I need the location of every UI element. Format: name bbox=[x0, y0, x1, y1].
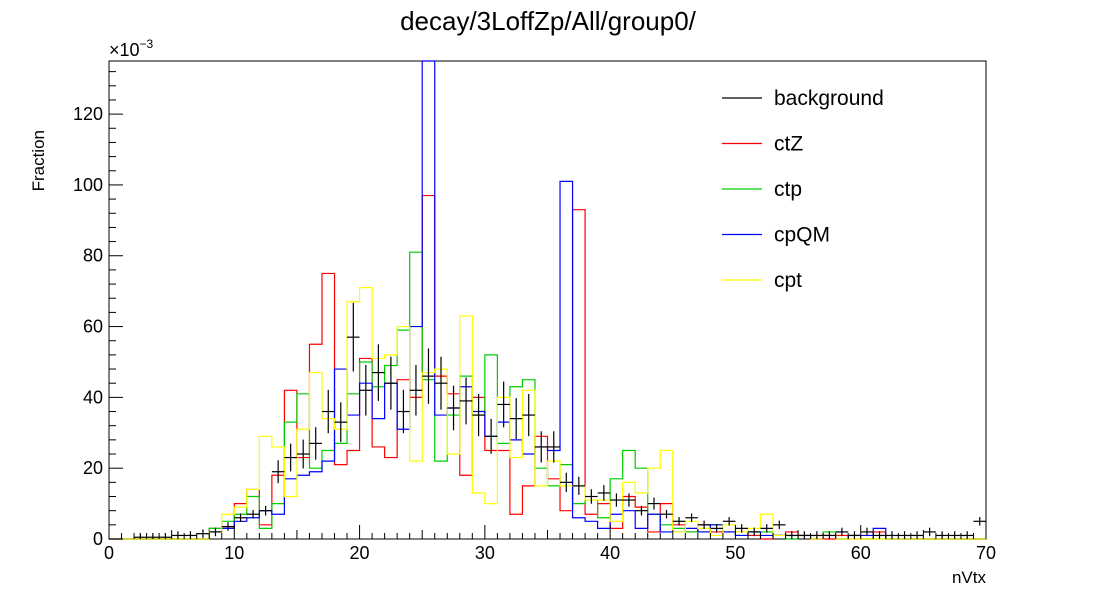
y-tick-label: 40 bbox=[83, 387, 103, 407]
x-tick-label: 70 bbox=[976, 543, 996, 563]
x-tick-label: 0 bbox=[104, 543, 114, 563]
axis-layer: 0 10 20 30 40 50 60 70 0 20 40 60 80 100 120 bbox=[73, 71, 996, 563]
legend-label: ctZ bbox=[774, 133, 803, 156]
legend-label: cpQM bbox=[774, 224, 830, 247]
x-tick-label: 60 bbox=[851, 543, 871, 563]
series-ctp-step bbox=[109, 251, 986, 540]
y-tick-label: 100 bbox=[73, 175, 103, 195]
x-tick-label: 20 bbox=[350, 543, 370, 563]
x-tick-label: 50 bbox=[725, 543, 745, 563]
legend: background ctZ ctp cpQM cpt bbox=[722, 87, 884, 292]
legend-label: cpt bbox=[774, 269, 802, 292]
y-tick-label: 120 bbox=[73, 104, 103, 124]
y-axis-label: Fraction bbox=[29, 130, 48, 191]
legend-item-ctz: ctZ bbox=[722, 133, 803, 156]
series-background-points bbox=[134, 302, 986, 539]
x-tick-label: 30 bbox=[475, 543, 495, 563]
y-tick-label: 0 bbox=[93, 529, 103, 549]
y-tick-label: 60 bbox=[83, 317, 103, 337]
legend-item-cpqm: cpQM bbox=[722, 224, 830, 247]
x-tick-label: 10 bbox=[224, 543, 244, 563]
series-layer bbox=[109, 60, 986, 540]
legend-item-cpt: cpt bbox=[722, 269, 802, 292]
legend-label: ctp bbox=[774, 178, 802, 201]
series-ctz-step bbox=[109, 194, 986, 540]
chart-title: decay/3LoffZp/All/group0/ bbox=[400, 6, 697, 36]
legend-item-ctp: ctp bbox=[722, 178, 802, 201]
y-exponent-label: ×10−3 bbox=[109, 37, 154, 60]
x-tick-label: 40 bbox=[600, 543, 620, 563]
legend-item-background: background bbox=[722, 87, 884, 110]
y-tick-label: 80 bbox=[83, 246, 103, 266]
x-axis-label: nVtx bbox=[952, 568, 987, 587]
legend-label: background bbox=[774, 87, 884, 110]
series-cpt-step bbox=[109, 287, 986, 540]
y-tick-label: 20 bbox=[83, 458, 103, 478]
